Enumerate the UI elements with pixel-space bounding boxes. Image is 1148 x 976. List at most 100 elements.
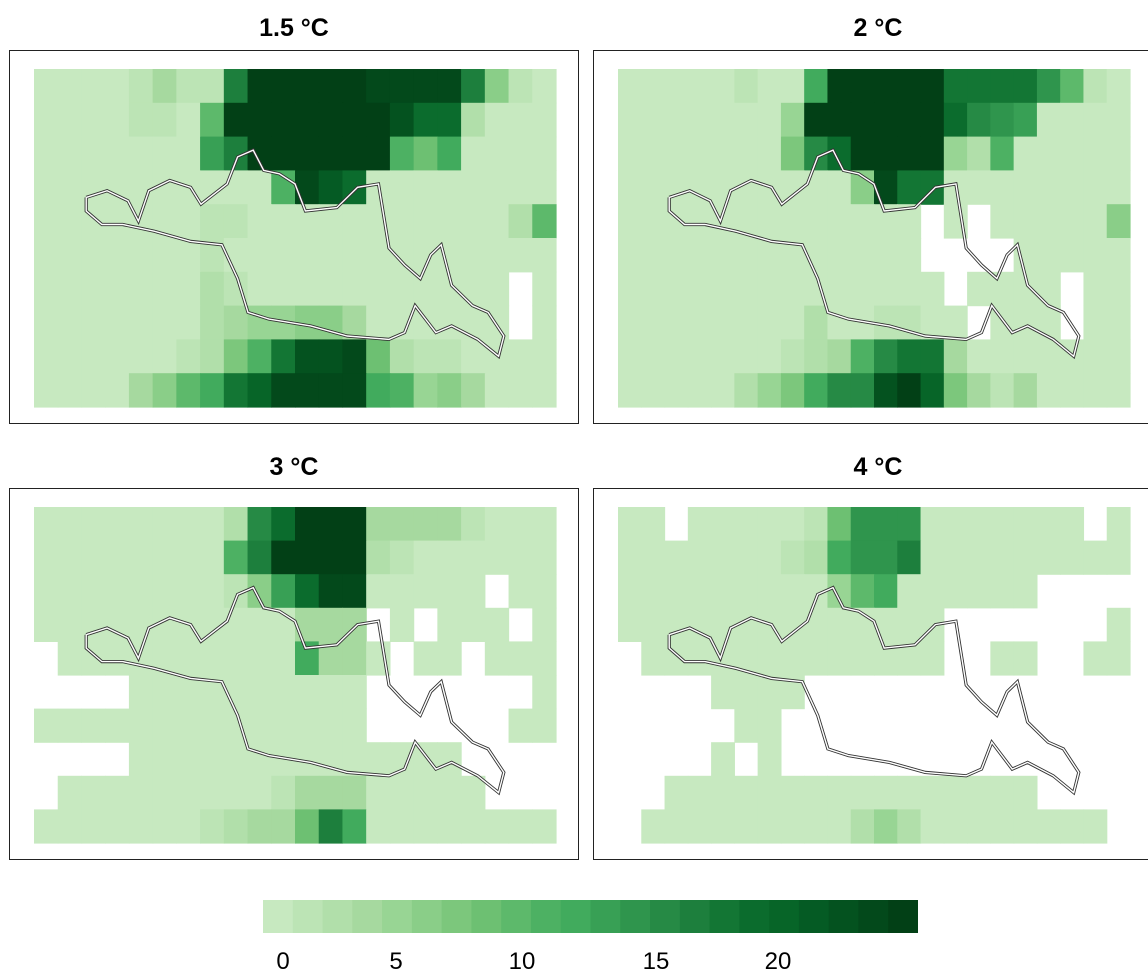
heatmap-cell — [484, 238, 510, 273]
heatmap-cell — [734, 708, 759, 743]
heatmap-cell — [366, 136, 391, 171]
heatmap-cell — [664, 271, 689, 307]
heatmap-cell — [664, 775, 689, 810]
heatmap-cell — [641, 373, 666, 408]
heatmap-cell — [874, 136, 898, 171]
heatmap-cell — [34, 305, 59, 340]
heatmap-cell — [687, 607, 712, 642]
heatmap-cell — [943, 136, 968, 171]
heatmap-cell — [128, 507, 154, 542]
heatmap-cell — [176, 238, 201, 273]
heatmap-1-5c — [34, 69, 557, 408]
heatmap-cell — [711, 136, 735, 171]
heatmap-cell — [484, 102, 510, 138]
heatmap-cell — [295, 607, 320, 642]
heatmap-cell — [920, 574, 945, 609]
heatmap-cell — [176, 507, 201, 542]
heatmap-cell — [128, 339, 154, 374]
heatmap-cell — [389, 170, 415, 205]
heatmap-cell — [484, 641, 510, 676]
heatmap-cell — [508, 708, 533, 743]
heatmap-cell — [413, 204, 438, 239]
heatmap-cell — [897, 204, 922, 239]
heatmap-cell — [484, 607, 510, 642]
heatmap-cell — [757, 339, 782, 374]
heatmap-cell — [57, 238, 83, 273]
heatmap-cell — [1013, 102, 1038, 138]
heatmap-cell — [200, 641, 225, 676]
heatmap-cell — [271, 675, 296, 710]
heatmap-cell — [687, 204, 712, 239]
heatmap-cell — [1083, 204, 1108, 239]
heatmap-cell — [413, 775, 438, 810]
heatmap-cell — [57, 136, 83, 171]
heatmap-cell — [128, 675, 154, 710]
heatmap-cell — [295, 775, 320, 810]
heatmap-cell — [437, 574, 462, 609]
heatmap-cell — [461, 136, 486, 171]
heatmap-cell — [532, 809, 557, 844]
heatmap-cell — [437, 339, 462, 374]
heatmap-cell — [687, 271, 712, 307]
heatmap-cell — [413, 574, 438, 609]
heatmap-cell — [711, 339, 735, 374]
heatmap-cell — [295, 809, 320, 844]
heatmap-cell — [687, 238, 712, 273]
heatmap-cell — [271, 339, 296, 374]
heatmap-cell — [804, 204, 829, 239]
heatmap-cell — [874, 373, 898, 408]
heatmap-cell — [128, 170, 154, 205]
heatmap-cell — [618, 373, 642, 408]
heatmap-cell — [366, 775, 391, 810]
heatmap-cell — [967, 507, 991, 542]
heatmap-cell — [461, 238, 486, 273]
heatmap-cell — [389, 507, 415, 542]
heatmap-cell — [176, 641, 201, 676]
colorbar-swatch — [679, 900, 711, 933]
heatmap-cell — [295, 507, 320, 542]
heatmap-cell — [943, 540, 968, 575]
heatmap-cell — [990, 775, 1015, 810]
heatmap-cell — [200, 507, 225, 542]
heatmap-cell — [200, 742, 225, 777]
heatmap-cell — [1013, 204, 1038, 239]
map-panel-3c — [9, 488, 579, 860]
heatmap-cell — [967, 574, 991, 609]
heatmap-cell — [804, 607, 829, 642]
heatmap-cell — [1013, 507, 1038, 542]
heatmap-cell — [223, 69, 249, 104]
colorbar-swatch — [471, 900, 502, 933]
heatmap-cell — [247, 69, 272, 104]
heatmap-cell — [687, 641, 712, 676]
colorbar-swatch — [382, 900, 413, 933]
heatmap-cell — [618, 102, 642, 138]
heatmap-cell — [711, 102, 735, 138]
heatmap-cell — [81, 102, 106, 138]
colorbar-tick-15: 15 — [642, 948, 670, 975]
heatmap-cell — [176, 742, 201, 777]
heatmap-cell — [618, 69, 642, 104]
heatmap-cell — [366, 809, 391, 844]
heatmap-cell — [897, 271, 922, 307]
heatmap-cell — [618, 271, 642, 307]
heatmap-cell — [850, 373, 875, 408]
heatmap-cell — [874, 809, 898, 844]
heatmap-cell — [757, 69, 782, 104]
heatmap-cell — [152, 809, 177, 844]
heatmap-cell — [827, 574, 852, 609]
heatmap-cell — [342, 809, 367, 844]
heatmap-cell — [943, 102, 968, 138]
heatmap-cell — [271, 574, 296, 609]
heatmap-cell — [105, 373, 130, 408]
heatmap-cell — [618, 607, 642, 642]
colorbar-swatch — [798, 900, 830, 933]
heatmap-cell — [687, 102, 712, 138]
heatmap-cell — [804, 136, 829, 171]
heatmap-cell — [366, 742, 391, 777]
heatmap-cell — [711, 809, 735, 844]
heatmap-cell — [366, 507, 391, 542]
heatmap-cell — [318, 136, 344, 171]
heatmap-cell — [223, 775, 249, 810]
heatmap-cell — [57, 809, 83, 844]
heatmap-cell — [389, 373, 415, 408]
